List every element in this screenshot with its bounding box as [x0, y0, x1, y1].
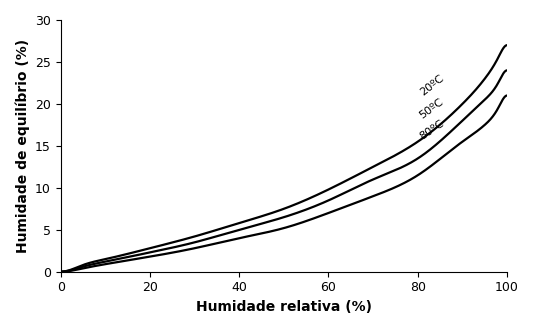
Y-axis label: Humidade de equilíbrio (%): Humidade de equilíbrio (%) — [15, 39, 29, 253]
X-axis label: Humidade relativa (%): Humidade relativa (%) — [196, 300, 372, 314]
Text: 80ºC: 80ºC — [418, 118, 446, 142]
Text: 20ºC: 20ºC — [418, 73, 445, 97]
Text: 50ºC: 50ºC — [418, 97, 445, 121]
